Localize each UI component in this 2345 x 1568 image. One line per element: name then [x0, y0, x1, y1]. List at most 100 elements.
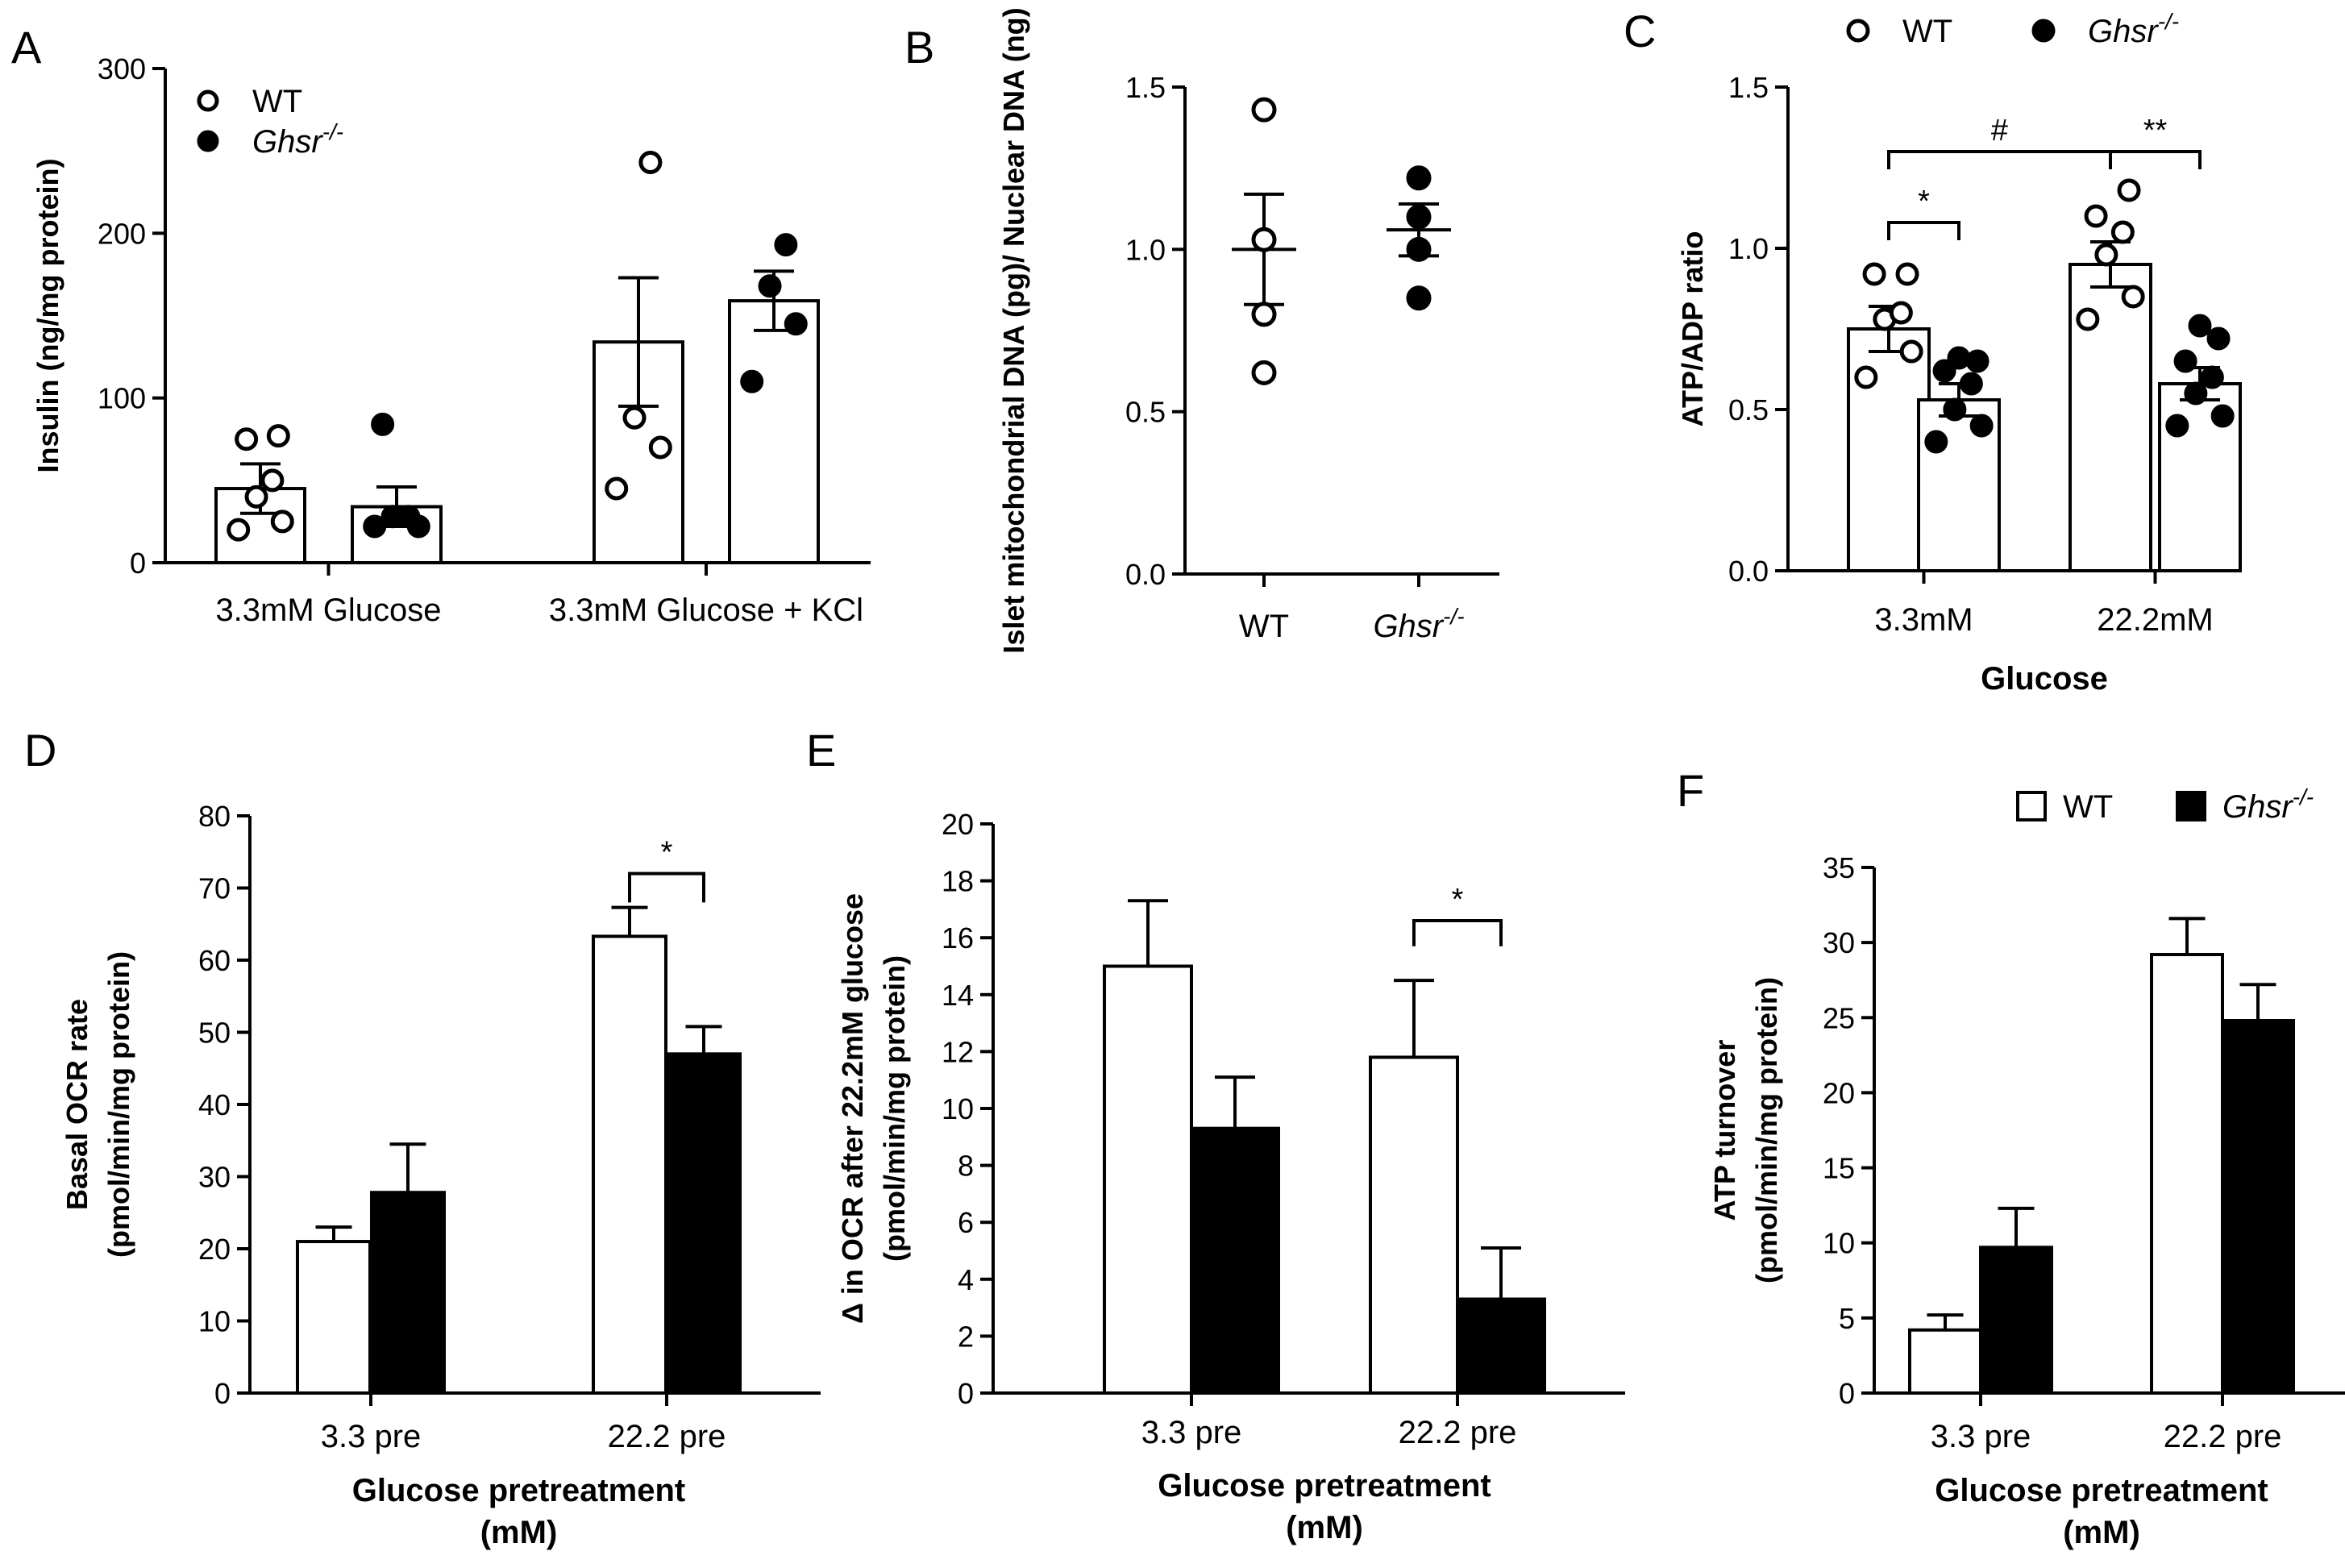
panel-b-letter: B	[904, 22, 934, 73]
panel-c-data-point	[1899, 339, 1923, 364]
panel-f-y-tick-label: 5	[1839, 1302, 1855, 1335]
panel-c-legend-marker	[2031, 19, 2056, 43]
panel-b-data-point	[1251, 302, 1277, 327]
panel-c-data-point	[1969, 414, 1994, 438]
panel-a: A 0 100 200 300 Insulin (ng/mg protein) 3.3mM…	[11, 22, 871, 628]
panel-d-x-tick-label: 22.2 pre	[608, 1419, 726, 1454]
panel-c-data-point	[1959, 372, 1983, 396]
panel-d-letter: D	[24, 725, 56, 776]
panel-c-legend-label: Ghsr-/-	[2088, 9, 2179, 49]
panel-e-y-tick-label: 10	[942, 1092, 974, 1125]
panel-d-y-tick-label: 30	[198, 1161, 231, 1194]
panel-b-data-point	[1251, 97, 1277, 123]
panel-c-y-title: ATP/ADP ratio	[1676, 231, 1709, 427]
panel-c-data-point	[2094, 243, 2118, 267]
panel-e-x-tick-label: 3.3 pre	[1141, 1415, 1242, 1450]
panel-d-bar	[296, 1240, 372, 1395]
panel-c-significance-label: *	[1918, 185, 1930, 218]
panel-a-data-point	[397, 505, 421, 529]
panel-f-letter: F	[1677, 765, 1704, 816]
panel-a-data-point	[758, 274, 782, 298]
panel-e-y-tick-label: 14	[942, 979, 974, 1012]
panel-a-bar	[728, 299, 820, 564]
panel-b-data-point	[1251, 227, 1277, 252]
panel-e-y-tick-label: 6	[958, 1206, 974, 1239]
panel-c-significance-bracket	[1887, 150, 2112, 169]
panel-c-x-tick-label: 22.2mM	[2097, 602, 2214, 638]
panel-e-y-tick-label: 4	[958, 1263, 974, 1296]
panel-f-bar	[1908, 1328, 1982, 1395]
panel-b-y-title: Islet mitochondrial DNA (pg)/ Nuclear DN…	[997, 7, 1030, 653]
panel-e-y-tick-label: 12	[942, 1035, 974, 1068]
panel-e-y-tick-label: 16	[942, 921, 974, 955]
panel-d-x-title: Glucose pretreatment	[352, 1473, 685, 1508]
panel-e-y-tick-label: 18	[942, 865, 974, 898]
panel-d-significance-label: *	[661, 836, 673, 870]
panel-a-y-tick-label: 200	[98, 217, 146, 250]
panel-c-data-point	[2210, 404, 2235, 428]
panel-e-y-tick-label: 0	[958, 1377, 974, 1410]
panel-a-x-tick-label: 3.3mM Glucose	[215, 593, 441, 628]
panel-f-x-title: Glucose pretreatment	[1935, 1473, 2268, 1508]
panel-c-data-point	[2084, 204, 2108, 228]
panel-c-significance-label: #	[1991, 114, 2008, 148]
panel-f-bar	[2221, 1019, 2295, 1395]
panel-c-significance-bracket	[1887, 221, 1960, 240]
panel-c-y-tick-label: 1.0	[1728, 232, 1769, 265]
panel-d-bar	[592, 934, 667, 1395]
panel-d-x-title: (mM)	[480, 1515, 558, 1550]
panel-e-letter: E	[806, 725, 836, 776]
panel-a-data-point	[784, 312, 808, 336]
panel-a-y-tick-label: 100	[98, 382, 146, 415]
panel-e-x-tick-label: 22.2 pre	[1399, 1415, 1517, 1450]
panel-e-y-tick-label: 20	[942, 808, 974, 841]
panel-f-legend-marker	[2016, 791, 2047, 821]
panel-c-data-point	[2200, 365, 2224, 389]
panel-d-y-tick-label: 70	[198, 872, 231, 905]
panel-c-data-point	[1862, 262, 1886, 286]
panel-e-y-title: Δ in OCR after 22.2mM glucose	[836, 893, 869, 1324]
panel-a-data-point	[260, 468, 285, 493]
panel-c: C 0.0 0.5 1.0 1.5 ATP/ADP ratio 3.3mM 22.2mM * #…	[1624, 6, 2242, 697]
panel-f-y-tick-label: 30	[1823, 926, 1855, 959]
panel-c-data-point	[2165, 414, 2189, 438]
panel-a-data-point	[270, 509, 294, 534]
panel-a-y-tick-label: 0	[130, 547, 146, 580]
panel-c-data-point	[1895, 262, 1919, 286]
panel-f-y-tick-label: 25	[1823, 1001, 1855, 1034]
panel-e-bar	[1456, 1297, 1546, 1395]
panel-c-data-point	[1854, 365, 1878, 389]
panel-c-data-point	[1924, 430, 1948, 454]
panel-f-x-tick-label: 22.2 pre	[2164, 1419, 2282, 1454]
panel-c-y-tick-label: 0.0	[1728, 555, 1769, 588]
panel-d-y-tick-label: 40	[198, 1088, 231, 1121]
panel-c-significance-label: **	[2143, 114, 2168, 148]
panel-c-y-tick-label: 0.5	[1728, 393, 1769, 426]
panel-a-data-point	[622, 406, 647, 430]
panel-a-data-point	[363, 514, 387, 539]
panel-a-data-point	[638, 150, 663, 174]
panel-c-data-point	[2076, 307, 2100, 331]
panel-a-data-point	[648, 435, 672, 460]
panel-c-data-point	[2110, 220, 2135, 244]
panel-d-bar	[370, 1191, 446, 1395]
panel-f-x-tick-label: 3.3 pre	[1931, 1419, 2031, 1454]
panel-f-bar	[1979, 1246, 2053, 1395]
panel-d-y-tick-label: 50	[198, 1017, 231, 1050]
panel-d-significance-bracket	[628, 871, 705, 903]
panel-a-data-point	[774, 233, 798, 257]
panel-e-y-tick-label: 2	[958, 1320, 974, 1353]
panel-f-y-tick-label: 0	[1839, 1377, 1855, 1410]
panel-d: D 0 10 20 30 40 50 60 70 80 Basal OCR rate (pmol/m…	[24, 725, 821, 1550]
panel-c-y-tick-label: 1.5	[1728, 71, 1769, 104]
panel-d-y-tick-label: 60	[198, 944, 231, 977]
panel-c-data-point	[2121, 285, 2145, 309]
panel-f-y-tick-label: 20	[1823, 1076, 1855, 1109]
panel-f-y-title: ATP turnover	[1708, 1040, 1741, 1221]
panel-f: F 0 5 10 15 20 25 30 35 ATP turnover (pmol/min/mg…	[1677, 765, 2345, 1550]
panel-f-y-tick-label: 10	[1823, 1227, 1855, 1260]
panel-d-y-tick-label: 10	[198, 1305, 231, 1338]
panel-b-y-tick-label: 0.5	[1125, 396, 1166, 429]
panel-f-legend-marker	[2176, 791, 2206, 821]
